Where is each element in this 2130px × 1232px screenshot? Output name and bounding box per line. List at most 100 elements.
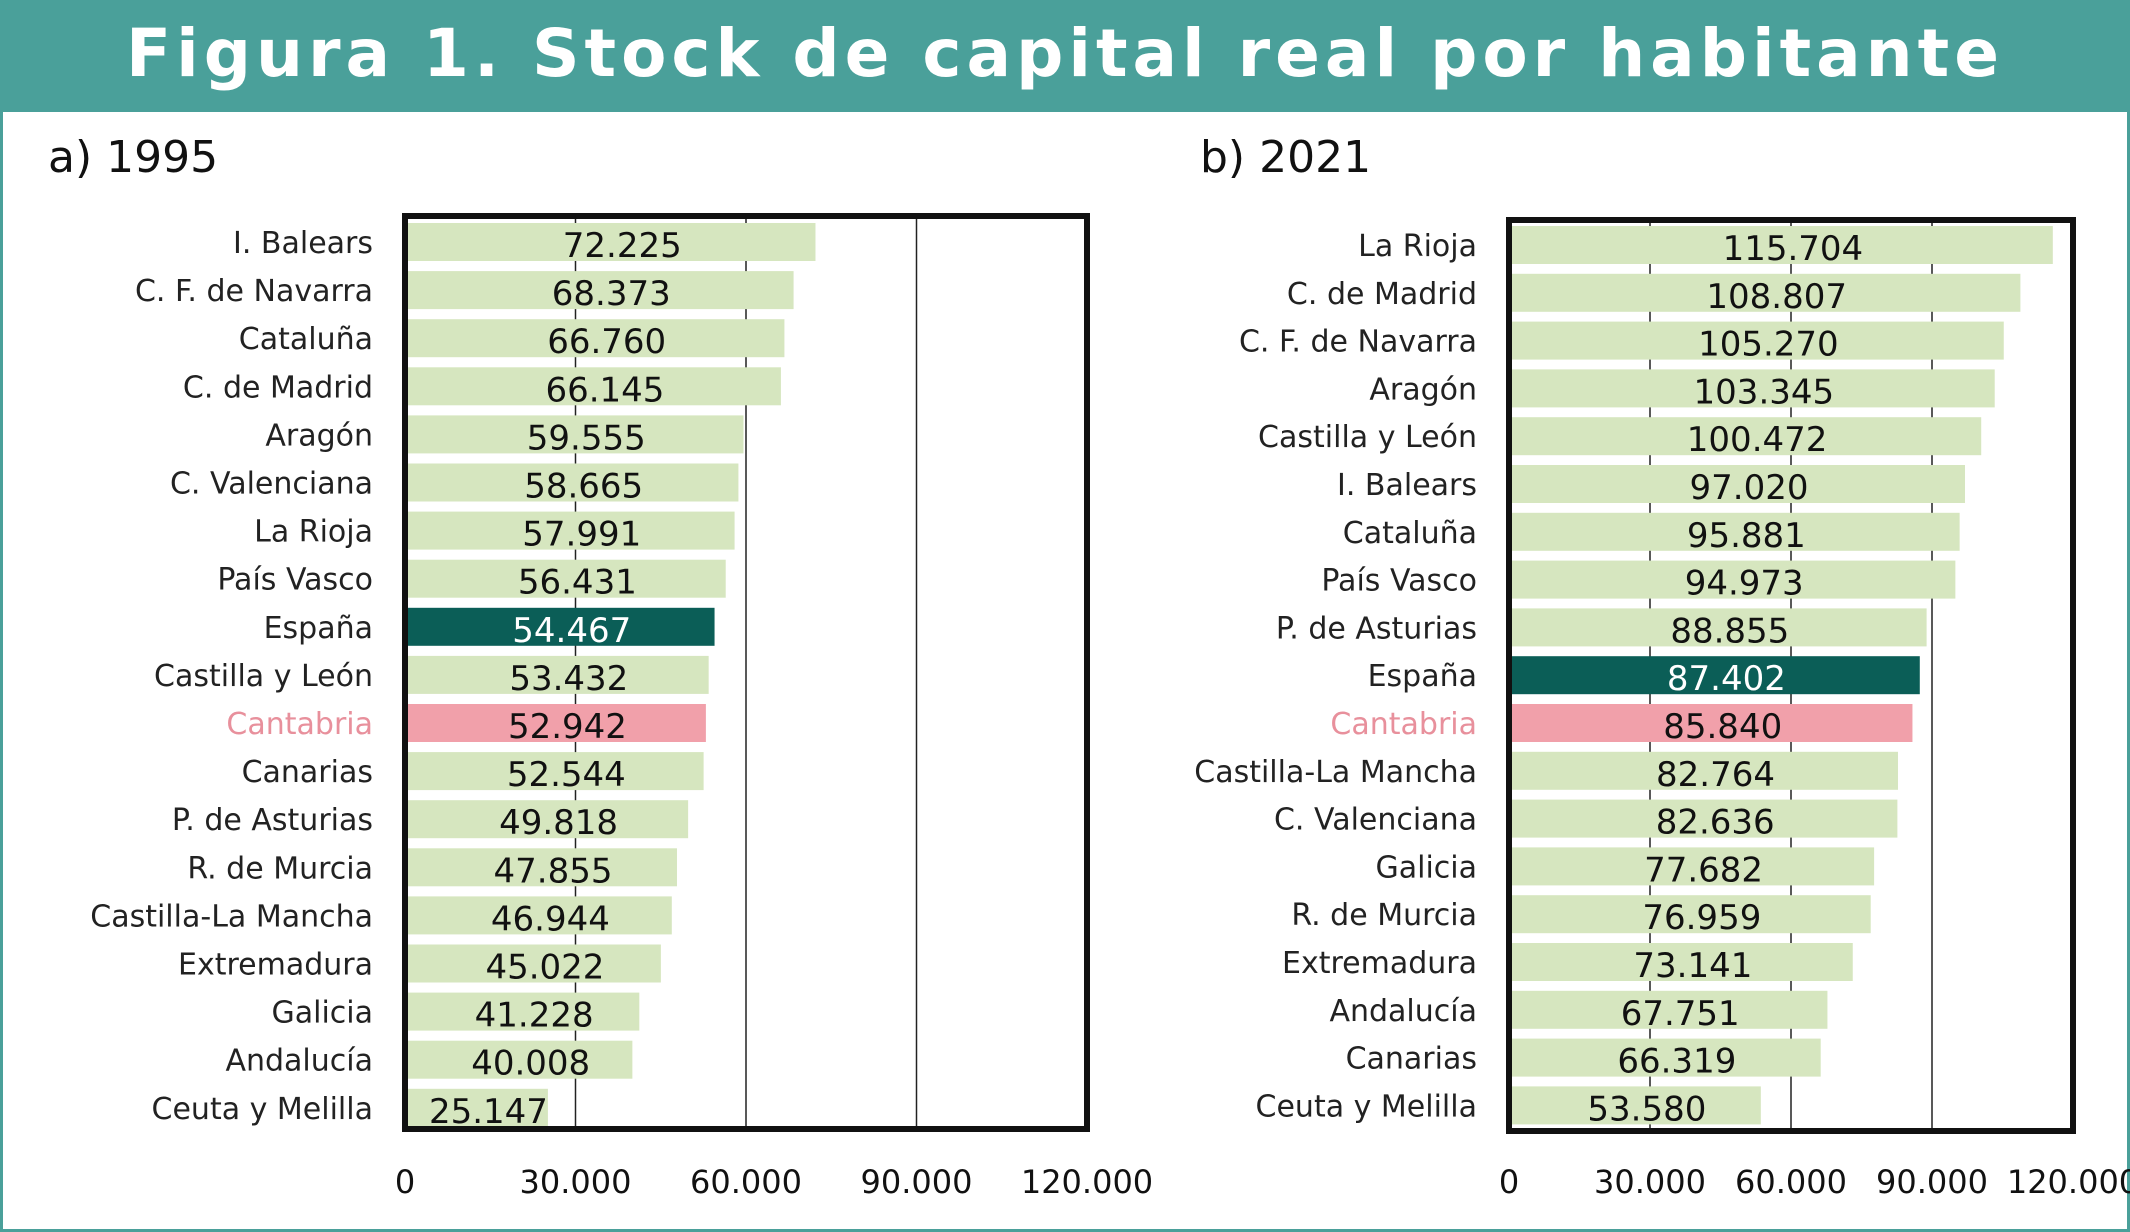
chart-1995-value-label: 52.942 [508,707,627,747]
chart-2021-bar [1512,943,1853,981]
chart-2021-bar [1512,704,1913,742]
chart-2021-value-label: 95.881 [1687,516,1806,556]
chart-1995-bar [408,944,661,983]
chart-1995-value-label: 40.008 [471,1044,590,1084]
chart-1995-category-label: Extremadura [178,948,373,983]
chart-2021-bar [1512,273,2021,312]
chart-1995-category-label: España [264,611,373,646]
chart-2021-bar [1512,895,1871,934]
chart-1995-plot-border [402,213,1090,1132]
chart-2021-category-label: Andalucía [1329,994,1477,1029]
chart-1995-bar [408,415,744,454]
chart-1995-category-label: R. de Murcia [187,851,373,886]
chart-2021-bar [1512,608,1927,647]
chart-2021-category-label: Galicia [1375,850,1477,885]
chart-1995-bar [408,896,672,935]
chart-1995-category-label: La Rioja [254,515,373,550]
chart-1995-value-label: 66.760 [547,322,666,362]
chart-2021-bar [1512,656,1920,695]
chart-2021-value-label: 85.840 [1663,707,1782,747]
chart-1995-xtick-label: 0 [395,1163,415,1201]
chart-2021-xtick-label: 90.000 [1876,1163,1988,1201]
chart-1995-xtick-label: 90.000 [861,1163,973,1201]
chart-1995-bar [408,655,709,694]
chart-2021-bar [1512,369,1995,408]
chart-2021-category-label: Canarias [1346,1042,1477,1077]
chart-2021-value-label: 100.472 [1687,420,1828,460]
chart-2021-bar [1512,465,1965,503]
chart-1995-bar [408,367,781,406]
chart-1995-value-label: 46.944 [491,899,610,939]
chart-1995-bar [408,511,735,550]
chart-1995-category-label: Castilla y León [154,659,373,694]
chart-2021-bar [1512,1038,1821,1077]
chart-1995-bar [408,704,706,742]
chart-1995-value-label: 59.555 [527,418,646,458]
chart-1995-value-label: 41.228 [475,996,594,1036]
chart-2021-category-label: España [1368,659,1477,694]
chart-1995-xtick-label: 30.000 [520,1163,632,1201]
chart-2021-xtick-label: 60.000 [1735,1163,1847,1201]
chart-2021-category-label: Ceuta y Melilla [1256,1089,1477,1124]
chart-1995-bar [408,559,726,598]
chart-2021-bar [1512,417,1982,456]
chart-2021-value-label: 105.270 [1698,325,1839,365]
chart-2021-value-label: 88.855 [1670,611,1789,651]
chart-2021-value-label: 82.636 [1656,803,1775,843]
chart-2021-category-label: País Vasco [1321,564,1477,599]
chart-2021-value-label: 66.319 [1617,1042,1736,1082]
chart-1995-value-label: 25.147 [429,1092,548,1132]
chart-1995-bar [408,1040,633,1079]
chart-1995-category-label: C. Valenciana [170,467,373,502]
chart-2021-xtick-label: 30.000 [1594,1163,1706,1201]
chart-2021-category-label: Castilla y León [1258,420,1477,455]
chart-1995-value-label: 45.022 [485,948,604,988]
chart-1995-value-label: 52.544 [507,755,626,795]
chart-2021-bar [1512,990,1828,1029]
chart-1995-value-label: 53.432 [509,659,628,699]
chart-1995-value-label: 47.855 [494,851,613,891]
chart-2021-bar [1512,321,2004,360]
chart-1995-category-label: Ceuta y Melilla [152,1092,373,1127]
chart-1995-category-label: Cataluña [239,322,373,357]
chart-1995-title: a) 1995 [48,132,218,183]
chart-1995-bar [408,848,677,887]
chart-2021-value-label: 73.141 [1633,946,1752,986]
chart-2021-value-label: 97.020 [1690,468,1809,508]
chart-1995-bar [408,752,704,791]
chart-1995-category-label: Castilla-La Mancha [90,899,373,934]
chart-1995-value-label: 49.818 [499,803,618,843]
chart-2021-bar [1512,560,1956,599]
chart-2021-value-label: 87.402 [1667,659,1786,699]
chart-1995-category-label: P. de Asturias [172,803,373,838]
chart-2021-category-label: C. Valenciana [1274,803,1477,838]
chart-2021-category-label: La Rioja [1358,229,1477,264]
chart-2021-value-label: 94.973 [1685,564,1804,604]
chart-1995-category-label: País Vasco [217,563,373,598]
chart-2021-plot-border [1506,217,2076,1134]
chart-2021-value-label: 77.682 [1644,850,1763,890]
chart-1995-bar [408,1088,548,1127]
chart-2021-xtick-label: 120.000 [2007,1163,2130,1201]
chart-1995-category-label: C. F. de Navarra [135,274,373,309]
chart-2021-category-label: P. de Asturias [1276,611,1477,646]
chart-1995-value-label: 68.373 [552,274,671,314]
chart-1995-value-label: 54.467 [512,611,631,651]
chart-1995-category-label: Canarias [242,755,373,790]
chart-1995-value-label: 56.431 [518,563,637,603]
chart-1995-bar [408,319,785,358]
chart-1995-value-label: 58.665 [524,467,643,507]
chart-1995-category-label: C. de Madrid [183,370,373,405]
chart-2021-value-label: 103.345 [1694,372,1835,412]
chart-2021-value-label: 115.704 [1723,229,1864,269]
chart-2021-bar [1512,226,2053,264]
chart-1995-bar [408,463,739,502]
chart-1995-category-label: Galicia [271,996,373,1031]
chart-2021-bar [1512,512,1960,551]
figure-title: Figura 1. Stock de capital real por habi… [0,0,2130,112]
chart-2021-category-label: C. de Madrid [1287,277,1477,312]
chart-1995-category-label: Aragón [265,418,373,453]
chart-2021-bar [1512,751,1898,790]
chart-1995-bar [408,607,715,646]
